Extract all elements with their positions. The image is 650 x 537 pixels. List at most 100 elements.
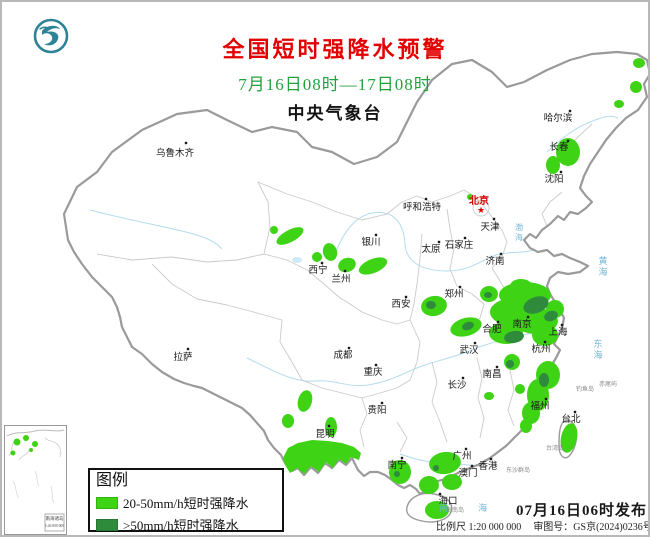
rain-area-light	[276, 227, 304, 245]
rain-area-light	[515, 384, 525, 394]
rain-area-heavy	[504, 330, 524, 344]
south-china-sea-inset: 南海诸岛 1:40 000 000	[4, 425, 67, 535]
city-dot	[489, 457, 493, 461]
city-label: 南宁	[387, 459, 406, 471]
heavy-rain-swatch	[96, 518, 118, 531]
rain-area-light	[389, 460, 411, 484]
city-label: 石家庄	[445, 239, 474, 251]
city-label: 济南	[485, 255, 504, 267]
legend-item-light: 20-50mm/h短时强降水	[96, 493, 276, 512]
rain-area-heavy	[462, 321, 474, 331]
yellow-river	[333, 211, 534, 272]
inset-rain-blob	[23, 435, 29, 441]
city-label: 郑州	[444, 288, 463, 300]
footer-scale-line: 比例尺 1:20 000 000 审图号：GS京(2024)0236号	[436, 518, 648, 533]
city-dot	[499, 252, 503, 256]
rain-area-light	[270, 226, 278, 234]
city-dot	[568, 109, 572, 113]
city-label: 天津	[480, 222, 500, 233]
rain-area-light	[520, 419, 532, 433]
inset-label: 南海诸岛	[46, 515, 64, 522]
yangtze-river	[246, 328, 559, 387]
city-label: 南京	[512, 318, 531, 330]
rain-area-heavy	[426, 301, 436, 309]
sea-label: 黄海	[598, 255, 607, 277]
city-dot	[437, 240, 441, 244]
city-dot	[470, 464, 474, 468]
city-dot	[404, 295, 408, 299]
rain-area-light	[312, 252, 322, 262]
city-label: 武汉	[459, 344, 479, 356]
rain-area-light	[546, 156, 560, 174]
light-rain-label: 20-50mm/h短时强降水	[123, 496, 249, 511]
city-label: 台北	[561, 413, 581, 425]
qinghai-lake	[292, 257, 302, 263]
inset-scale: 1:40 000 000	[45, 524, 64, 528]
city-label: 乌鲁木齐	[156, 147, 195, 159]
sea-label: 南 海	[439, 502, 501, 513]
legend-item-heavy: >50mm/h短时强降水	[96, 515, 276, 534]
rain-area-light	[522, 402, 540, 424]
rain-area-light	[532, 324, 558, 346]
title-block: 全国短时强降水预警 7月16日08时—17日08时 中央气象台	[175, 32, 495, 124]
city-dot	[374, 363, 378, 367]
city-dot	[347, 346, 351, 350]
island-label: 海南岛	[446, 506, 464, 514]
city-dot	[495, 365, 499, 369]
rain-area-light	[322, 243, 338, 261]
heavy-rain-label: >50mm/h短时强降水	[123, 518, 239, 533]
rain-area-light	[467, 194, 473, 200]
city-dot	[464, 447, 468, 451]
city-label: 澳门	[458, 467, 477, 479]
rain-area-heavy	[394, 471, 400, 477]
cma-logo-icon	[33, 18, 69, 54]
city-label: 长春	[549, 141, 569, 153]
rain-area-light	[297, 390, 313, 412]
rain-area-light	[510, 279, 532, 293]
inset-rain-blob	[13, 438, 21, 446]
rain-area-light	[325, 417, 337, 437]
city-dot	[458, 285, 462, 289]
city-dot	[544, 397, 548, 401]
province-borders-layer	[96, 123, 593, 453]
city-dot	[438, 492, 442, 496]
rain-area-heavy	[506, 360, 514, 368]
city-dot	[343, 269, 347, 273]
city-dot	[473, 341, 477, 345]
city-label: 重庆	[363, 366, 383, 378]
city-label: 杭州	[531, 343, 550, 355]
city-dot	[380, 401, 384, 405]
city-dot	[543, 340, 547, 344]
rain-area-light	[358, 257, 388, 275]
city-label: 哈尔滨	[544, 112, 573, 124]
inset-rain-blob	[10, 450, 16, 456]
map-scale: 比例尺 1:20 000 000	[436, 522, 522, 533]
city-dot	[320, 261, 324, 265]
capital-label: 北京	[469, 194, 489, 207]
city-label: 拉萨	[173, 351, 193, 363]
south-china-sea-inset-map: 南海诸岛 1:40 000 000	[6, 429, 65, 532]
rain-area-light	[282, 414, 294, 428]
city-dot	[461, 376, 465, 380]
sea-label: 东海	[593, 338, 602, 360]
issue-time: 07月16日06时发布	[516, 503, 648, 519]
city-label: 长沙	[447, 379, 467, 391]
rain-area-light	[614, 100, 624, 108]
inset-rain-blobs	[10, 435, 38, 456]
island-label: 钓鱼岛	[576, 385, 594, 393]
city-label: 昆明	[315, 429, 334, 440]
city-dot	[463, 236, 467, 240]
island-label: 赤尾屿	[599, 380, 617, 388]
rain-area-heavy	[544, 310, 558, 322]
city-dot	[374, 233, 378, 237]
rain-area-light	[338, 257, 356, 273]
city-dot	[184, 141, 188, 145]
city-dot	[566, 139, 570, 143]
songhua-river	[546, 115, 619, 153]
rain-area-heavy	[539, 373, 549, 387]
capital-star: ★	[477, 205, 485, 215]
city-label: 太原	[421, 243, 440, 255]
city-label: 海口	[438, 495, 457, 507]
